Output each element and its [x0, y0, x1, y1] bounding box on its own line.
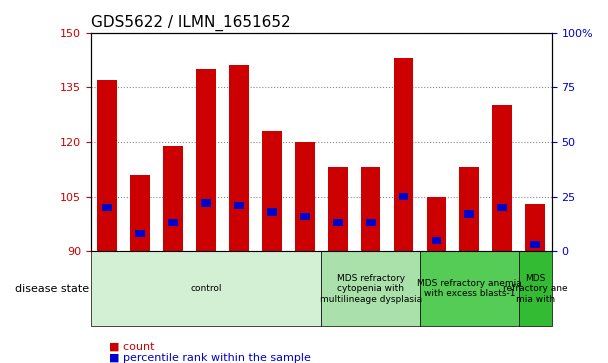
- Bar: [135, 230, 145, 237]
- Bar: [328, 167, 348, 251]
- Bar: [492, 105, 512, 251]
- Text: ■ count: ■ count: [109, 342, 155, 352]
- Bar: [262, 131, 282, 251]
- Text: control: control: [190, 284, 222, 293]
- Bar: [497, 204, 507, 211]
- Bar: [168, 219, 178, 227]
- Bar: [229, 65, 249, 251]
- FancyBboxPatch shape: [420, 251, 519, 326]
- Bar: [465, 211, 474, 218]
- Text: MDS
refractory ane
mia with: MDS refractory ane mia with: [503, 274, 567, 303]
- Text: MDS refractory
cytopenia with
multilineage dysplasia: MDS refractory cytopenia with multilinea…: [320, 274, 422, 303]
- Bar: [432, 237, 441, 244]
- Text: MDS refractory anemia
with excess blasts-1: MDS refractory anemia with excess blasts…: [417, 279, 522, 298]
- Bar: [196, 69, 216, 251]
- Bar: [399, 193, 409, 200]
- Bar: [333, 219, 343, 227]
- Bar: [163, 146, 183, 251]
- Bar: [361, 167, 381, 251]
- Bar: [460, 167, 479, 251]
- FancyBboxPatch shape: [91, 251, 321, 326]
- Bar: [201, 200, 211, 207]
- Text: GDS5622 / ILMN_1651652: GDS5622 / ILMN_1651652: [91, 15, 291, 31]
- Bar: [365, 219, 376, 227]
- Bar: [295, 142, 315, 251]
- Bar: [525, 204, 545, 251]
- FancyBboxPatch shape: [519, 251, 551, 326]
- Bar: [530, 241, 540, 248]
- Bar: [300, 213, 309, 220]
- Bar: [427, 197, 446, 251]
- Text: ■ percentile rank within the sample: ■ percentile rank within the sample: [109, 353, 311, 363]
- Bar: [234, 202, 244, 209]
- Text: disease state: disease state: [15, 284, 89, 294]
- Bar: [97, 80, 117, 251]
- FancyBboxPatch shape: [321, 251, 420, 326]
- Bar: [102, 204, 112, 211]
- Bar: [130, 175, 150, 251]
- Bar: [393, 58, 413, 251]
- Bar: [267, 208, 277, 216]
